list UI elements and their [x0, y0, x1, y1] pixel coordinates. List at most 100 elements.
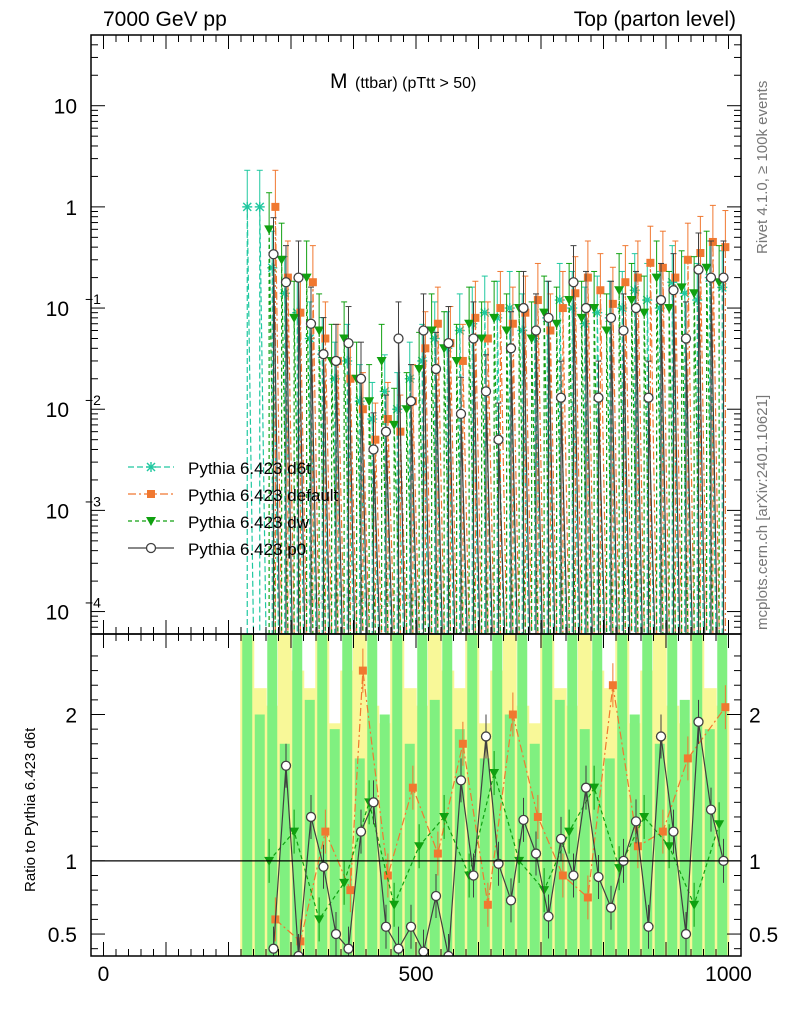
data-point — [405, 396, 417, 407]
data-point — [564, 827, 575, 837]
data-point — [643, 921, 654, 932]
data-point — [555, 392, 567, 403]
data-point — [414, 842, 425, 852]
data-point — [539, 886, 550, 896]
data-point — [639, 308, 650, 318]
ratio-y-tick-label-right: 0.5 — [749, 924, 778, 947]
data-point — [583, 273, 592, 282]
ratio-series-p0 — [268, 699, 729, 956]
green-band — [454, 729, 465, 956]
data-point — [389, 900, 400, 910]
data-point — [568, 277, 579, 288]
green-band — [392, 634, 403, 956]
data-point — [358, 405, 367, 414]
green-band — [654, 743, 665, 956]
green-band — [242, 634, 253, 956]
data-point — [458, 739, 467, 748]
data-point — [543, 911, 554, 922]
data-point — [721, 703, 730, 712]
y-tick-label-exp: −2 — [85, 392, 101, 408]
x-tick-label: 500 — [398, 963, 433, 986]
data-point — [339, 334, 350, 344]
y-tick-label-exp: −1 — [85, 291, 101, 307]
data-point — [468, 333, 479, 344]
data-point — [293, 272, 304, 283]
data-point — [443, 950, 454, 956]
data-point — [242, 201, 253, 212]
data-point — [558, 871, 567, 880]
legend-item-default: Pythia 6.423 default — [128, 486, 339, 505]
data-point — [533, 296, 542, 305]
data-point — [505, 343, 517, 354]
data-point — [271, 202, 280, 211]
green-band — [329, 729, 340, 956]
y-tick-label: 10 — [46, 602, 69, 625]
data-point — [314, 915, 325, 925]
data-point — [593, 871, 604, 883]
data-point — [418, 946, 429, 956]
y-tick-label: 10 — [46, 399, 69, 422]
data-point — [505, 895, 517, 906]
green-band — [517, 634, 528, 956]
data-point — [464, 319, 475, 329]
green-band — [642, 634, 653, 956]
data-point — [433, 849, 442, 858]
data-point — [601, 326, 612, 336]
data-point — [330, 355, 342, 367]
data-point — [593, 392, 604, 403]
green-band — [717, 634, 728, 956]
data-point — [147, 490, 155, 498]
data-point — [468, 870, 479, 881]
legend-label: Pythia 6.423 default — [188, 486, 339, 505]
data-point — [589, 783, 600, 793]
data-point — [571, 289, 580, 298]
green-band — [679, 699, 690, 956]
data-point — [714, 820, 725, 830]
data-point — [455, 775, 467, 786]
data-point — [489, 769, 500, 779]
data-point — [693, 716, 704, 727]
data-point — [483, 334, 492, 343]
green-band — [617, 634, 628, 956]
data-point — [146, 462, 156, 472]
data-point — [555, 833, 567, 845]
series-line-p0 — [272, 254, 725, 634]
data-point — [630, 302, 642, 314]
data-point — [493, 434, 504, 445]
green-band — [354, 758, 365, 956]
y-tick-label-exp: −4 — [85, 595, 101, 611]
y-tick-label: 10 — [46, 298, 69, 321]
data-point — [358, 666, 367, 675]
data-point — [343, 943, 354, 954]
data-point — [480, 731, 492, 742]
data-point — [321, 334, 330, 343]
data-point — [655, 294, 667, 306]
data-point — [296, 308, 305, 317]
green-band — [667, 634, 678, 956]
data-point — [471, 313, 480, 322]
data-point — [583, 893, 592, 902]
data-point — [683, 754, 692, 763]
data-point — [389, 420, 400, 430]
ratio-axes: 2 2 1 1 0.5 0.5 0 500 1000 — [48, 634, 778, 986]
data-point — [564, 296, 575, 306]
data-point — [680, 928, 692, 940]
data-point — [508, 319, 517, 328]
data-point — [633, 842, 642, 851]
legend-label: Pythia 6.423 dw — [188, 513, 310, 532]
green-band — [317, 634, 328, 956]
data-point — [501, 326, 512, 336]
y-tick-label: 1 — [65, 197, 77, 220]
green-band — [404, 743, 415, 956]
data-point — [533, 812, 542, 821]
data-point — [696, 249, 705, 258]
series-line-default — [274, 206, 726, 634]
data-point — [668, 826, 679, 837]
main-y-axis: 10 1 10 −1 10 −2 10 −3 10 −4 — [46, 34, 741, 635]
data-point — [318, 861, 329, 872]
ratio-y-tick-label-left: 2 — [65, 705, 77, 728]
green-band — [379, 714, 390, 956]
data-point — [639, 812, 650, 822]
data-point — [355, 373, 367, 384]
data-point — [705, 804, 717, 815]
